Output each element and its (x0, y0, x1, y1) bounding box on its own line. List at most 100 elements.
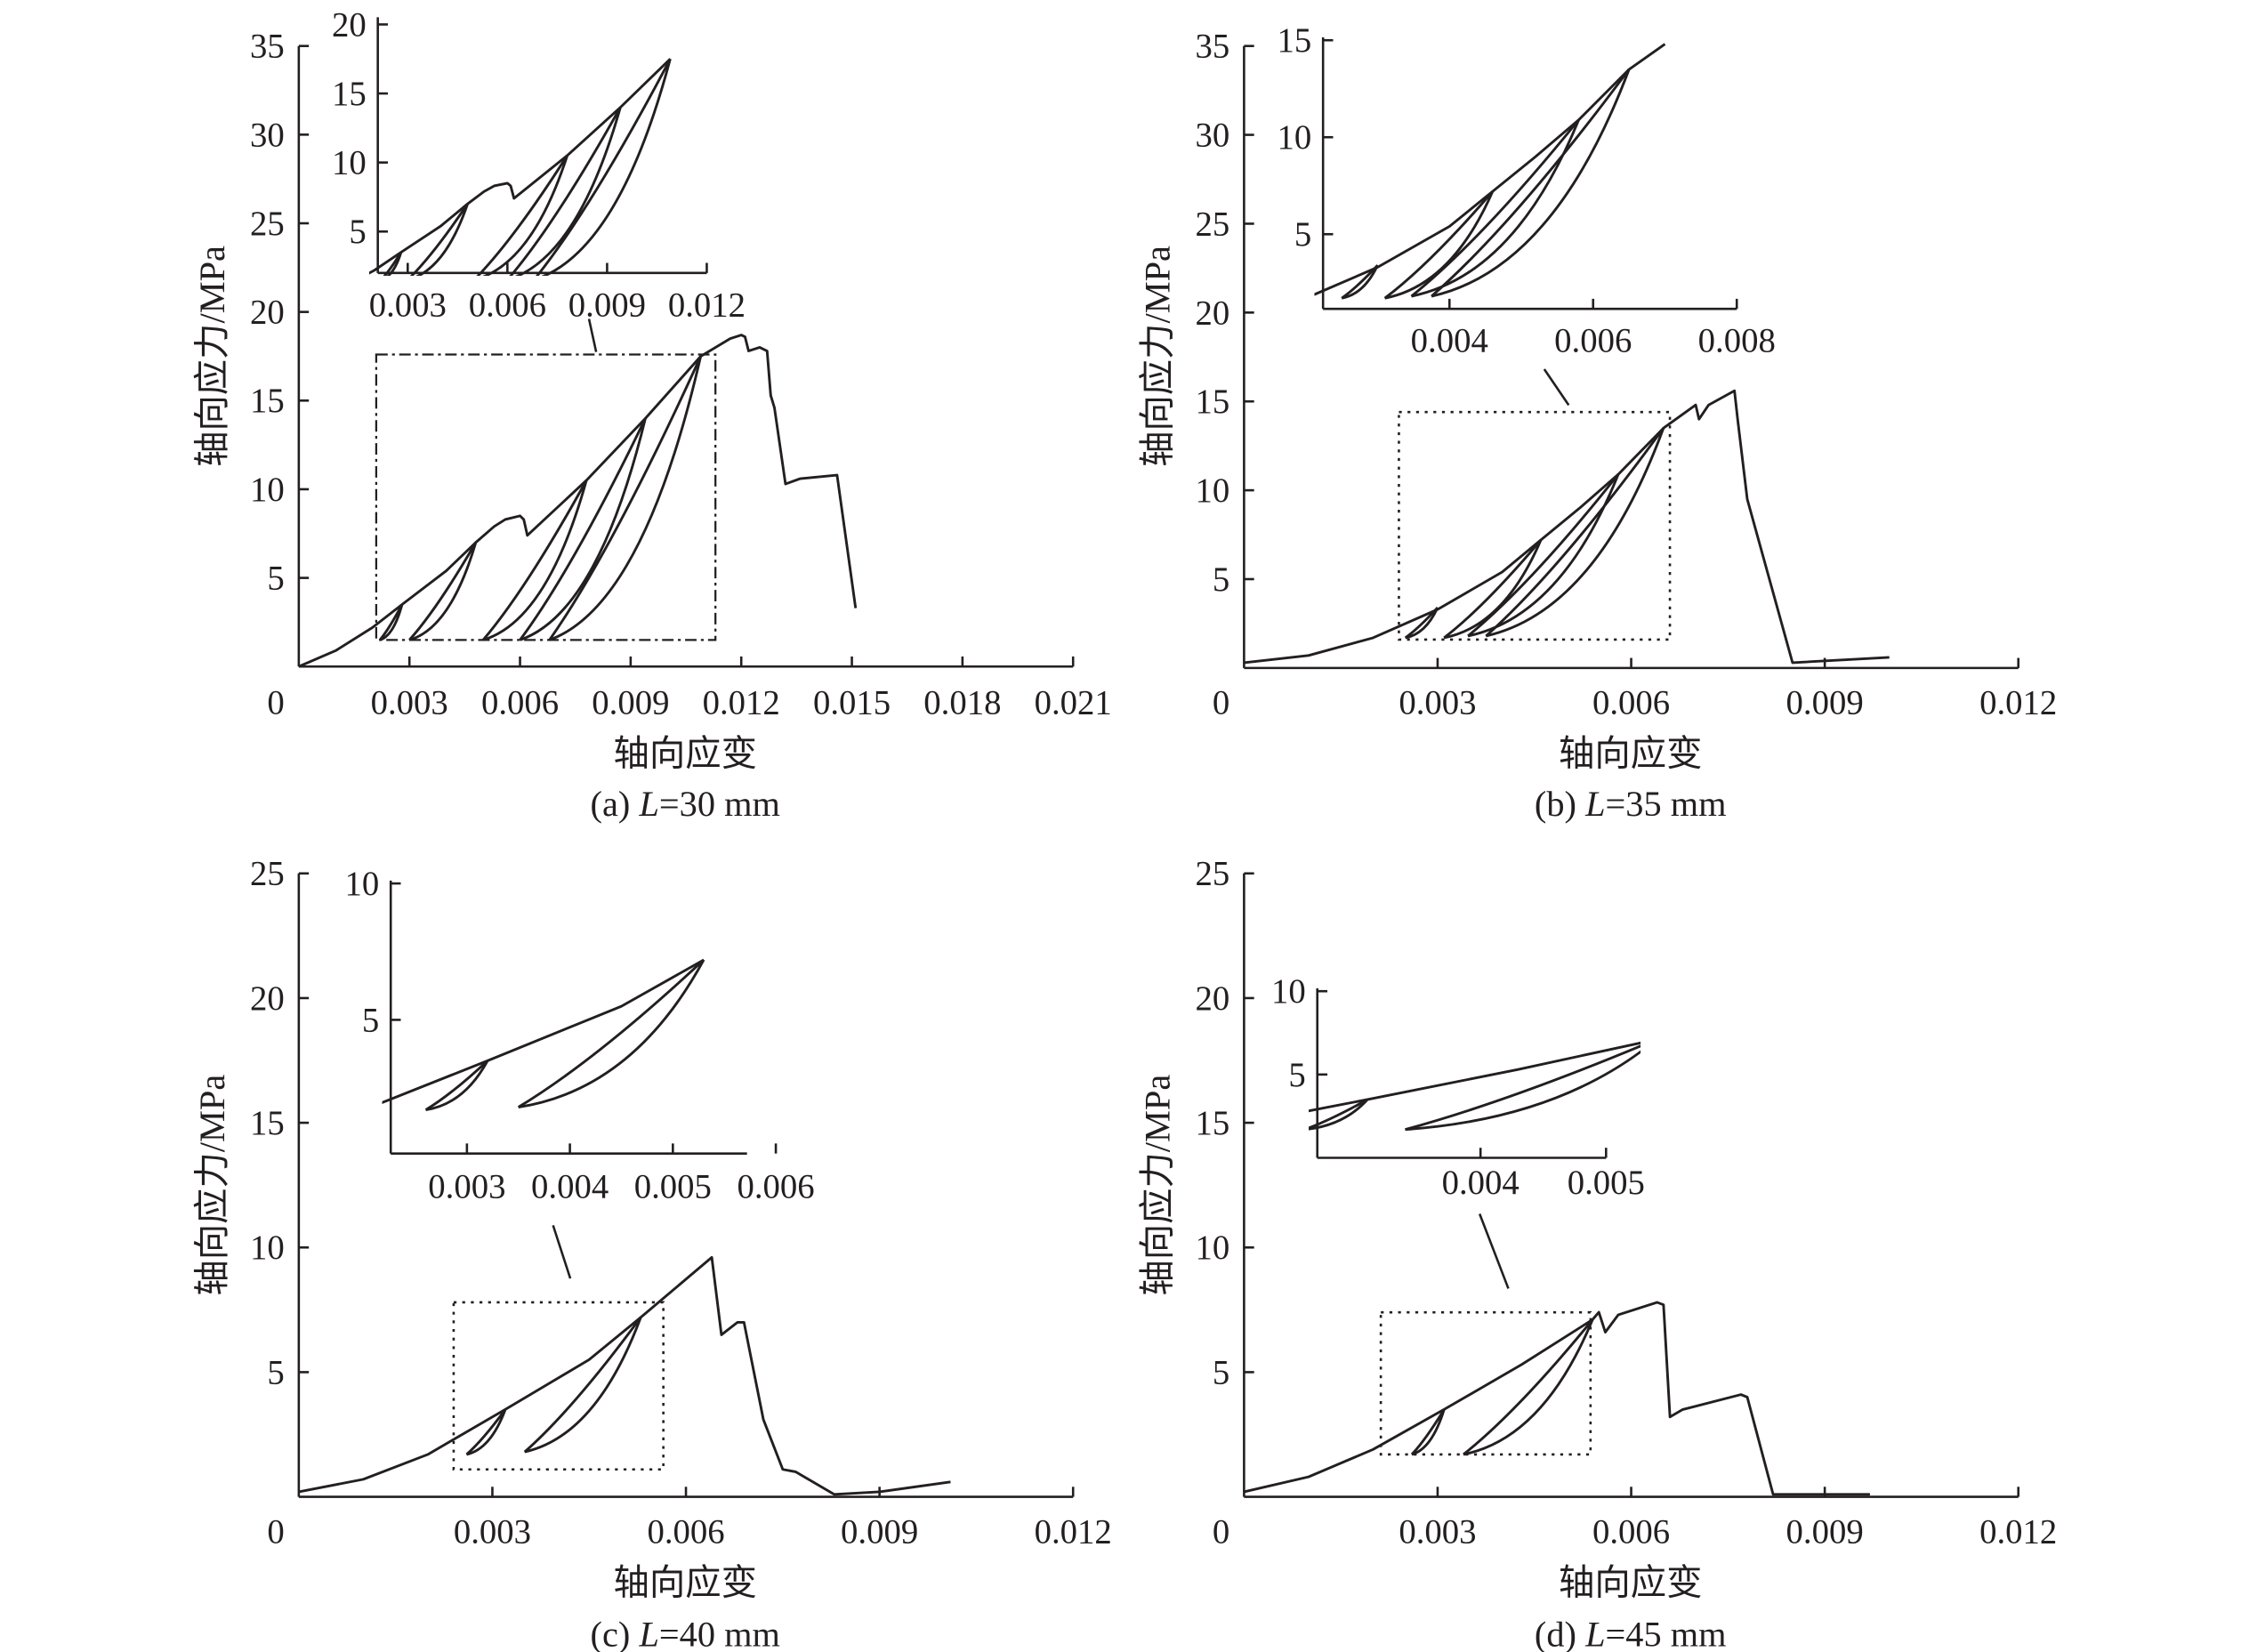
y-tick-label: 15 (1195, 1104, 1229, 1142)
leader-line (1478, 1213, 1510, 1289)
reloading-curve (1404, 606, 1439, 640)
inset-unloading-curve (518, 959, 705, 1108)
envelope-curve (1244, 1301, 1870, 1496)
inset-plot: 0.003 0.006 0.009 0.012 5 10 15 20 (332, 5, 746, 324)
y-tick-label: 20 (1195, 294, 1229, 332)
reloading-curve (465, 1408, 507, 1456)
inset-unloading-curve (541, 58, 672, 277)
reloading-curve (378, 603, 404, 641)
x-tick-label: 0.003 (1399, 684, 1476, 722)
reloading-curve (1463, 1318, 1594, 1456)
y-axis-label: 轴向应力/MPa (192, 246, 232, 467)
inset-x-tick-label: 0.008 (1698, 322, 1776, 360)
inset-curves (1314, 43, 1666, 300)
zoom-box (452, 1301, 665, 1471)
origin-label: 0 (267, 684, 284, 722)
reloading-curve (1485, 427, 1665, 638)
x-tick-label: 0.009 (1786, 684, 1864, 722)
y-tick-label: 20 (250, 294, 285, 332)
y-tick-label: 5 (1213, 560, 1229, 599)
x-axis-label: 轴向应变 (1559, 1562, 1702, 1602)
reloading-curve (481, 479, 588, 641)
y-tick-label: 10 (250, 1229, 285, 1267)
y-tick-label: 15 (250, 1104, 285, 1142)
inset-unloading-curve (1384, 190, 1495, 300)
x-tick-label: 0.012 (1979, 1512, 2057, 1551)
reloading-curve (1410, 1408, 1446, 1455)
y-tick-label: 10 (250, 471, 285, 509)
envelope-curve (298, 1255, 951, 1496)
x-tick-label: 0.006 (481, 684, 559, 722)
y-tick-label: 35 (1195, 28, 1229, 66)
y-tick-label: 5 (267, 560, 284, 598)
inset-curves (368, 58, 672, 277)
x-axis-label: 轴向应变 (1559, 734, 1702, 774)
inset-y-tick-label: 20 (332, 5, 367, 44)
inset-x-tick-label: 0.004 (531, 1168, 609, 1206)
zoom-box (375, 353, 717, 641)
y-tick-label: 30 (250, 116, 285, 154)
inset-reloading-curve (1431, 68, 1631, 298)
unloading-curve (1411, 1409, 1446, 1456)
y-tick-label: 25 (1195, 205, 1229, 243)
x-tick-label: 0.012 (1035, 1512, 1112, 1551)
inset-x-tick-label: 0.003 (369, 286, 447, 324)
inset-curves (382, 958, 705, 1112)
x-tick-label: 0.003 (454, 1512, 531, 1551)
x-tick-label: 0.003 (1399, 1512, 1476, 1551)
x-tick-label: 0.012 (703, 684, 780, 722)
inset-reloading-curve (476, 155, 568, 277)
origin-label: 0 (1213, 684, 1229, 722)
inset-x-tick-label: 0.006 (469, 286, 546, 324)
inset-reloading-curve (1383, 190, 1494, 300)
x-tick-label: 0.006 (1592, 1512, 1670, 1551)
y-tick-label: 25 (250, 205, 285, 243)
inset-reloading-curve (409, 203, 469, 277)
inset-reloading-curve (535, 58, 672, 277)
envelope-curve (298, 334, 858, 668)
unloading-curve (520, 417, 647, 641)
inset-y-tick-label: 5 (1288, 1056, 1305, 1094)
inset-y-tick-label: 15 (1278, 21, 1312, 60)
y-tick-label: 20 (250, 979, 285, 1018)
y-tick-label: 5 (267, 1353, 284, 1391)
inset-plot: 0.004 0.006 0.008 5 10 15 (1278, 21, 1776, 360)
inset-reloading-curve (1405, 1044, 1641, 1132)
unloading-curve (1463, 1319, 1594, 1456)
x-axis-label: 轴向应变 (614, 734, 757, 774)
inset-plot: 0.003 0.004 0.005 0.006 5 10 (345, 865, 815, 1206)
inset-reloading-curve (424, 1060, 488, 1111)
inset-x-tick-label: 0.009 (568, 286, 646, 324)
zoom-box (1379, 1310, 1592, 1456)
x-tick-label: 0.012 (1979, 684, 2057, 722)
inset-plot: 0.004 0.005 5 10 (1271, 972, 1645, 1202)
reloading-curve (1443, 539, 1543, 640)
inset-unloading-curve (1431, 68, 1631, 298)
panel-b: 轴向应力/MPa 轴向应变 (b) L=35 mm 0.003 0.006 0.00… (1137, 21, 2057, 824)
inset-unloading-curve (482, 155, 568, 277)
origin-label: 0 (1213, 1512, 1229, 1551)
panel-d: 轴向应力/MPa 轴向应变 (d) L=45 mm 0.003 0.006 0.00… (1137, 855, 2057, 1652)
caption: (d) L=45 mm (1535, 1615, 1727, 1652)
y-tick-label: 25 (250, 855, 285, 893)
panel-a: 轴向应力/MPa 轴向应变 (a) L=30 mm 0.003 0.006 0.00… (192, 5, 1112, 824)
inset-unloading-curve (514, 107, 622, 277)
y-tick-label: 35 (250, 28, 285, 66)
inset-envelope-curve (382, 958, 705, 1105)
inset-y-tick-label: 10 (1271, 972, 1306, 1011)
leader-line (1543, 368, 1570, 407)
inset-x-tick-label: 0.012 (668, 286, 746, 324)
inset-y-tick-label: 5 (362, 1001, 379, 1039)
caption: (c) L=40 mm (591, 1615, 780, 1652)
y-tick-label: 20 (1195, 979, 1229, 1018)
inset-reloading-curve (1410, 118, 1580, 298)
inset-curves (1309, 1041, 1641, 1132)
envelope-curve (1244, 389, 1890, 665)
inset-y-tick-label: 5 (349, 213, 366, 251)
x-tick-label: 0.018 (923, 684, 1001, 722)
y-tick-label: 5 (1213, 1353, 1229, 1391)
y-axis-label: 轴向应力/MPa (1137, 246, 1177, 467)
inset-x-tick-label: 0.005 (1568, 1164, 1645, 1202)
y-axis-label: 轴向应力/MPa (192, 1075, 232, 1296)
